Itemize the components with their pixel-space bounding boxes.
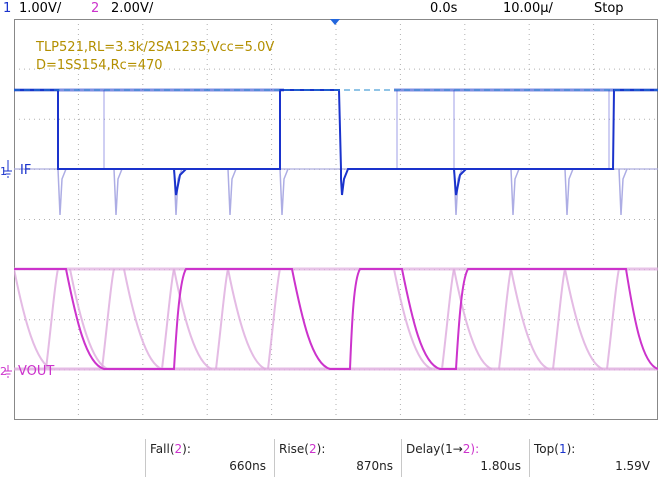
rise-label: Rise(2):	[279, 442, 325, 456]
ch2-ground-icon	[4, 365, 12, 378]
ch2-scale[interactable]: 2.00V/	[111, 1, 154, 16]
ch1-trace-label: IF	[20, 163, 31, 178]
ch2-ghost-fall	[453, 268, 493, 370]
fall-label-pre: Fall(	[150, 442, 175, 456]
ch2-ghost-fall	[393, 268, 433, 370]
rise-value: 870ns	[356, 459, 393, 473]
annotation-line-2: D=1SS154,Rc=470	[36, 58, 163, 73]
ch2-trace-label: VOUT	[18, 364, 54, 379]
ch2-ghost-fall	[123, 268, 163, 370]
ch2-ghost-rise	[101, 268, 115, 370]
ch1-ground-icon	[4, 160, 12, 178]
waveform-display[interactable]: TLP521,RL=3.3k/2SA1235,Vcc=5.0V D=1SS154…	[13, 18, 658, 421]
ch1-scale[interactable]: 1.00V/	[19, 1, 62, 16]
graticule	[13, 18, 658, 421]
ch1-ghost-pulse	[510, 168, 520, 216]
top-value: 1.59V	[615, 459, 650, 473]
ch2-ghost-rise	[606, 268, 620, 370]
rise-label-post: ):	[316, 442, 326, 456]
status-bar: 1 1.00V/ 2 2.00V/ 0.0s 10.00µ/ Stop	[0, 0, 658, 19]
trigger-position-marker[interactable]	[330, 19, 340, 25]
ch1-ghost-pulse	[227, 168, 237, 216]
measurement-fall[interactable]: Fall(2): 660ns	[145, 439, 274, 477]
ch2-ghost-rise	[215, 268, 229, 370]
ch1-marker[interactable]: 1	[0, 165, 7, 178]
ch2-ghost-rise	[267, 268, 281, 370]
ch2-ghost-fall	[510, 268, 550, 370]
ch2-ghost-rise	[45, 268, 59, 370]
waveform-svg: TLP521,RL=3.3k/2SA1235,Vcc=5.0V D=1SS154…	[13, 18, 658, 421]
ch2-ghost-rise	[441, 268, 455, 370]
delay-value: 1.80us	[480, 459, 521, 473]
ch2-trace	[14, 268, 658, 370]
ch2-ghost-fall	[564, 268, 604, 370]
ch2-main-waveform	[14, 268, 658, 370]
ch1-ghost-pulse	[113, 168, 123, 216]
rise-label-pre: Rise(	[279, 442, 309, 456]
fall-label: Fall(2):	[150, 442, 191, 456]
ch1-number[interactable]: 1	[3, 1, 12, 16]
rise-label-ch: 2	[309, 442, 317, 456]
ch2-marker[interactable]: 2	[0, 365, 7, 378]
ch1-persistence-trace	[14, 90, 658, 216]
delay-label: Delay(1→2):	[406, 442, 479, 456]
ch1-edge-bump	[453, 168, 467, 196]
ch2-ghost-rise	[161, 268, 175, 370]
ch1-ghost-pulse	[618, 168, 628, 216]
top-label-post: ):	[566, 442, 576, 456]
delay-label-arrow: →	[452, 442, 463, 456]
ch1-ghost-pulse	[279, 168, 289, 216]
time-offset[interactable]: 0.0s	[430, 1, 458, 16]
measurement-bar: Fall(2): 660ns Rise(2): 870ns Delay(1→2)…	[0, 439, 658, 477]
ch2-ghost-rise	[498, 268, 512, 370]
channel-markers: 1 2	[0, 160, 12, 378]
fall-label-ch: 2	[174, 442, 183, 456]
ch2-ghost-fall	[13, 268, 53, 370]
ch2-number[interactable]: 2	[91, 1, 100, 16]
ch2-ghost-rise	[552, 268, 566, 370]
ch1-edge-bump	[173, 168, 187, 196]
time-scale[interactable]: 10.00µ/	[503, 1, 553, 16]
ch1-ghost-pulse	[57, 168, 67, 216]
ch1-main-waveform	[14, 89, 658, 196]
fall-label-post: ):	[182, 442, 191, 456]
top-label: Top(1):	[534, 442, 575, 456]
delay-label-pre: Delay(1	[406, 442, 453, 456]
annotation-line-1: TLP521,RL=3.3k/2SA1235,Vcc=5.0V	[35, 40, 274, 55]
ch1-ghost-pulse	[564, 168, 574, 216]
measurement-delay[interactable]: Delay(1→2): 1.80us	[401, 439, 529, 477]
ch2-ghost-fall	[173, 268, 213, 370]
top-label-ch: 1	[558, 442, 567, 456]
fall-value: 660ns	[229, 459, 266, 473]
ch2-ghost-fall	[227, 268, 267, 370]
top-label-pre: Top(	[534, 442, 559, 456]
measurement-top[interactable]: Top(1): 1.59V	[529, 439, 658, 477]
run-state[interactable]: Stop	[594, 1, 624, 16]
measurement-rise[interactable]: Rise(2): 870ns	[274, 439, 401, 477]
delay-label-post: 2):	[462, 442, 480, 456]
